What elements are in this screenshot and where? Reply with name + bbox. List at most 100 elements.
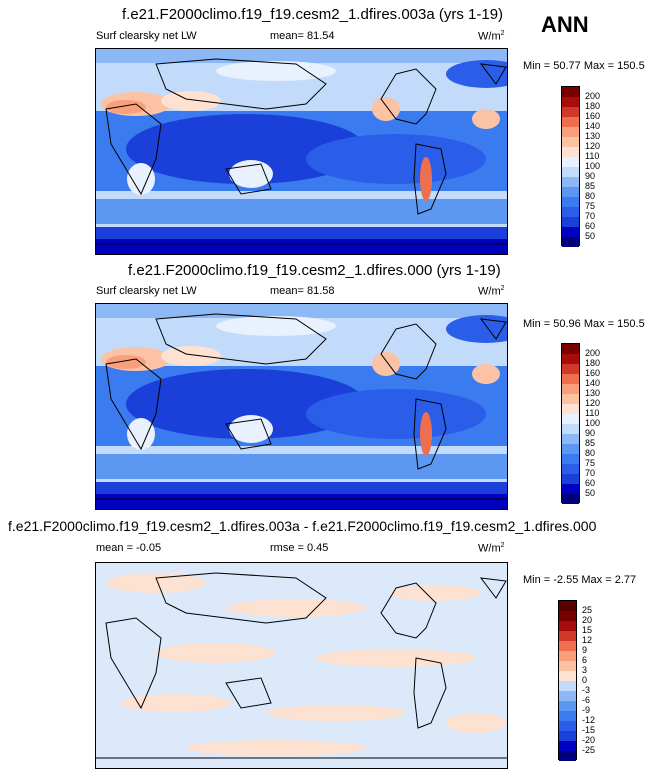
colorbar-swatch — [562, 137, 579, 147]
colorbar-tick-label: 70 — [585, 211, 596, 221]
colorbar-tick-label: 0 — [582, 675, 588, 685]
colorbar-swatch — [559, 721, 576, 731]
colorbar-swatch — [559, 751, 576, 761]
colorbar-tick-label: -20 — [582, 735, 596, 745]
colorbar-swatch — [559, 711, 576, 721]
panel3-rmse-label: rmse = — [270, 542, 304, 554]
colorbar-swatch — [559, 641, 576, 651]
panel2-variable: Surf clearsky net LW — [96, 285, 197, 297]
panel1-title: f.e21.F2000climo.f19_f19.cesm2_1.dfires.… — [122, 6, 504, 23]
colorbar-tick-label: 60 — [585, 221, 596, 231]
colorbar-tick-label: 50 — [585, 488, 596, 498]
colorbar-tick-label: 50 — [585, 231, 596, 241]
colorbar-swatch — [559, 671, 576, 681]
panel3-units-text: W/m — [478, 542, 501, 555]
colorbar-tick-label: 140 — [585, 121, 601, 131]
colorbar-swatch — [562, 177, 579, 187]
panel2-units: W/m2 — [478, 285, 505, 298]
colorbar-tick-label: -6 — [582, 695, 591, 705]
colorbar-swatch — [559, 651, 576, 661]
panel2-mean-value: 81.58 — [307, 285, 335, 297]
colorbar-tick-label: 6 — [582, 655, 588, 665]
colorbar-tick-label: 130 — [585, 131, 601, 141]
panel3-minmax: Min = -2.55 Max = 2.77 — [523, 574, 637, 586]
panel2-title: f.e21.F2000climo.f19_f19.cesm2_1.dfires.… — [128, 262, 501, 279]
colorbar-tick-label: 180 — [585, 101, 601, 111]
panel3-title: f.e21.F2000climo.f19_f19.cesm2_1.dfires.… — [8, 518, 597, 534]
panel3-map — [95, 562, 508, 769]
colorbar-swatch — [559, 661, 576, 671]
panel3-rmse: rmse = 0.45 — [270, 542, 328, 554]
colorbar-swatch — [559, 731, 576, 741]
colorbar-tick-label: 100 — [585, 418, 601, 428]
panel1-minmax: Min = 50.77 Max = 150.53 — [523, 60, 645, 72]
colorbar-swatch — [559, 701, 576, 711]
colorbar-swatch — [562, 217, 579, 227]
colorbar-swatch — [559, 631, 576, 641]
colorbar-swatch — [559, 621, 576, 631]
panel2-mean: mean= 81.58 — [270, 285, 335, 297]
colorbar-tick-label: 90 — [585, 428, 596, 438]
colorbar-tick-label: 90 — [585, 171, 596, 181]
colorbar-swatch — [562, 117, 579, 127]
colorbar-swatch — [562, 207, 579, 217]
colorbar-swatch — [562, 474, 579, 484]
colorbar-tick-label: 70 — [585, 468, 596, 478]
colorbar-swatch — [559, 681, 576, 691]
colorbar-swatch — [562, 107, 579, 117]
panel2-map — [95, 303, 508, 510]
colorbar-swatch — [562, 147, 579, 157]
panel1-colorbar-box — [561, 86, 580, 247]
colorbar-tick-label: 100 — [585, 161, 601, 171]
panel1-units: W/m2 — [478, 30, 505, 43]
colorbar-tick-label: 80 — [585, 191, 596, 201]
colorbar-tick-label: 9 — [582, 645, 588, 655]
colorbar-tick-label: 120 — [585, 398, 601, 408]
panel1-map — [95, 48, 508, 255]
colorbar-tick-label: 12 — [582, 635, 593, 645]
colorbar-tick-label: 80 — [585, 448, 596, 458]
colorbar-tick-label: -12 — [582, 715, 596, 725]
panel2-colorbar: 50 60 70 75 80 85 90 100 110 120 130 140 160 180 200 — [561, 343, 600, 504]
colorbar-tick-label: 160 — [585, 368, 601, 378]
colorbar-tick-label: 20 — [582, 615, 593, 625]
colorbar-tick-label: 200 — [585, 91, 601, 101]
colorbar-tick-label: 140 — [585, 378, 601, 388]
panel2-units-text: W/m — [478, 285, 501, 298]
panel3-units: W/m2 — [478, 542, 505, 555]
colorbar-swatch — [559, 691, 576, 701]
colorbar-swatch — [562, 157, 579, 167]
colorbar-swatch — [562, 237, 579, 247]
colorbar-swatch — [562, 494, 579, 504]
colorbar-tick-label: 130 — [585, 388, 601, 398]
colorbar-swatch — [562, 454, 579, 464]
colorbar-swatch — [559, 611, 576, 621]
panel2-map-field — [96, 304, 507, 509]
panel3-map-field — [96, 563, 507, 768]
colorbar-tick-label: 180 — [585, 358, 601, 368]
colorbar-swatch — [562, 434, 579, 444]
panel1-colorbar: 50 60 70 75 80 85 90 100 110 120 130 140 160 180 200 — [561, 86, 600, 247]
colorbar-tick-label: 25 — [582, 605, 593, 615]
colorbar-swatch — [562, 197, 579, 207]
colorbar-tick-label: -9 — [582, 705, 591, 715]
colorbar-swatch — [562, 87, 579, 97]
colorbar-swatch — [562, 187, 579, 197]
colorbar-tick-label: 85 — [585, 181, 596, 191]
colorbar-tick-label: 120 — [585, 141, 601, 151]
panel3-colorbar: -25 -20 -15 -12 -9 -6 -3 0 3 6 9 12 15 20 25 — [558, 600, 595, 761]
panel3-mean-value: -0.05 — [136, 542, 162, 554]
colorbar-tick-label: 75 — [585, 458, 596, 468]
colorbar-tick-label: -25 — [582, 745, 596, 755]
panel3-mean: mean = -0.05 — [96, 542, 161, 554]
panel2-minmax: Min = 50.96 Max = 150.53 — [523, 318, 645, 330]
panel3-colorbar-box — [558, 600, 577, 761]
colorbar-swatch — [562, 354, 579, 364]
colorbar-swatch — [562, 394, 579, 404]
season-label: ANN — [541, 12, 589, 37]
colorbar-swatch — [562, 384, 579, 394]
colorbar-tick-label: 60 — [585, 478, 596, 488]
colorbar-swatch — [562, 344, 579, 354]
panel1-variable: Surf clearsky net LW — [96, 30, 197, 42]
colorbar-tick-label: 110 — [585, 151, 600, 161]
